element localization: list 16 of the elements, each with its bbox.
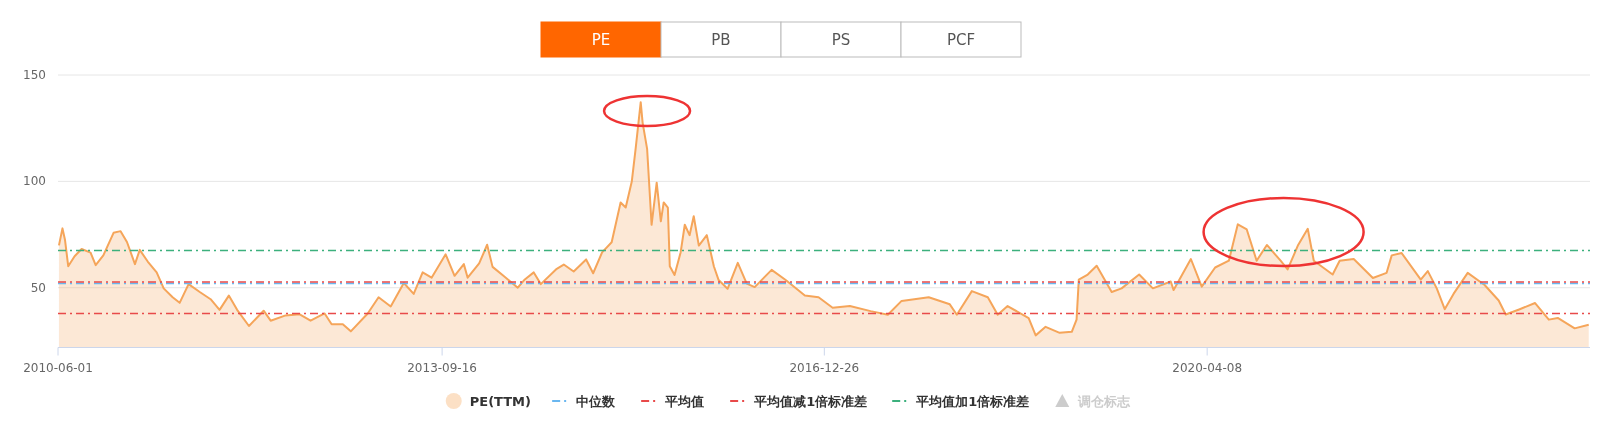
x-tick-label: 2013-09-16: [407, 360, 477, 375]
legend-label: 平均值加1倍标准差: [915, 394, 1030, 409]
legend-label: 平均值减1倍标准差: [753, 394, 868, 409]
text: PCF: [946, 31, 976, 49]
legend-label: PE(TTM): [469, 394, 531, 409]
legend-label: 中位数: [576, 394, 617, 409]
text: PB: [711, 31, 731, 49]
y-tick-label: 100: [23, 174, 46, 189]
x-tick-label: 2010-06-01: [23, 360, 93, 375]
x-tick-label: 2020-04-08: [1172, 360, 1243, 375]
text: PS: [831, 31, 851, 49]
y-tick-label: 50: [30, 280, 46, 295]
x-tick-label: 2016-12-26: [789, 360, 860, 375]
y-tick-label: 150: [23, 68, 46, 82]
text: PE: [591, 31, 611, 49]
legend-label: 平均值: [664, 394, 705, 409]
